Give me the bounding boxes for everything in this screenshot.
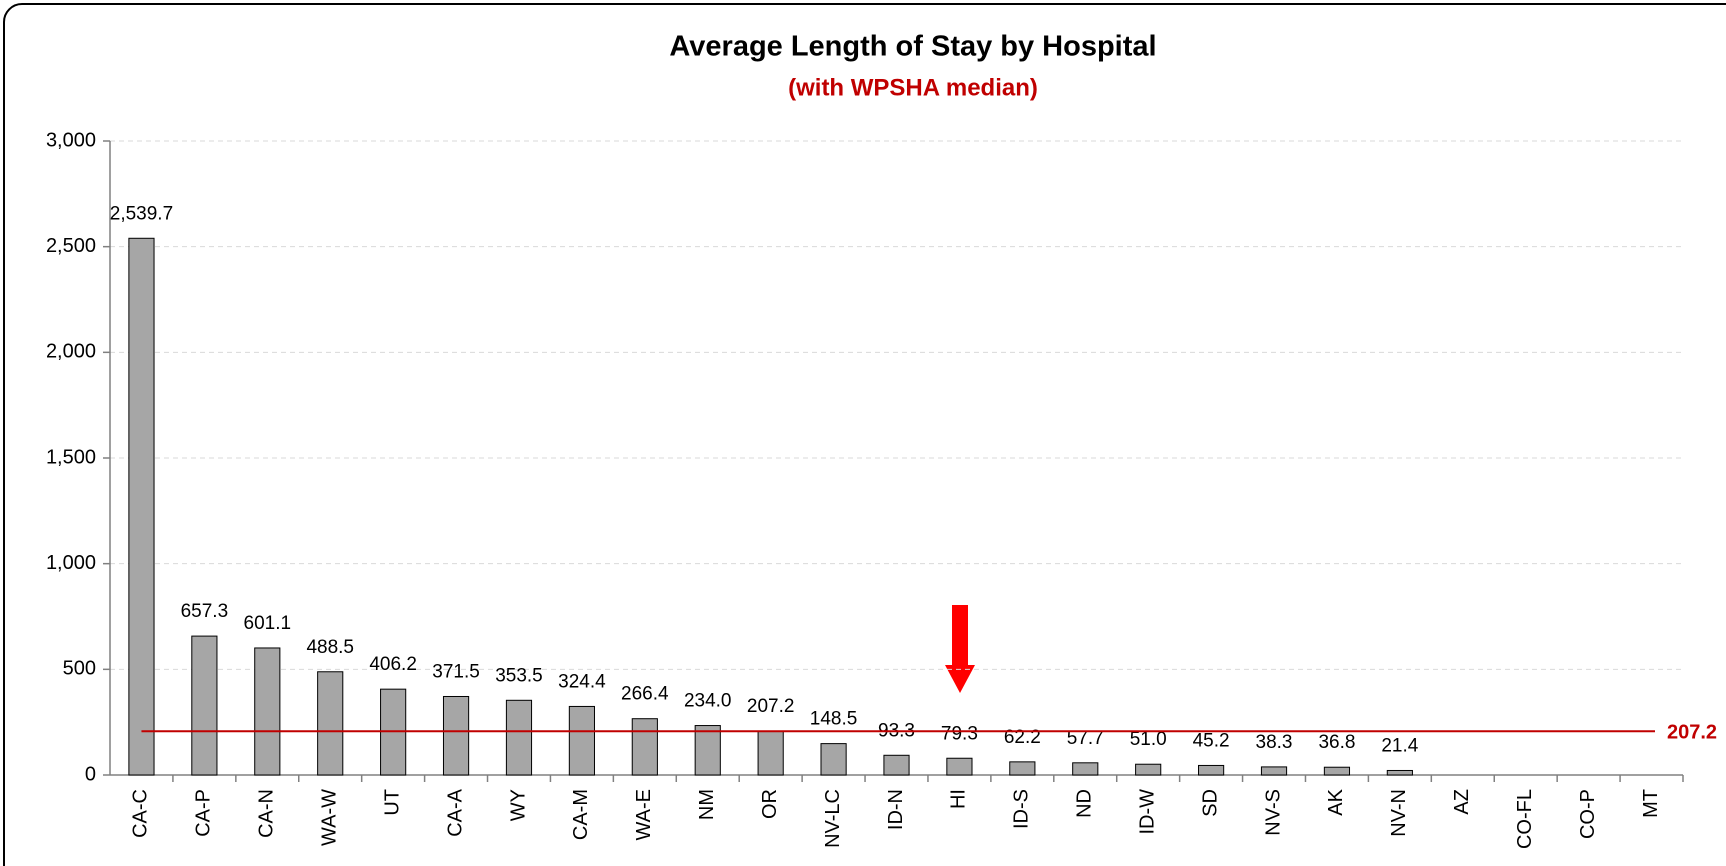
x-tick-label: CA-C [130,789,152,838]
bar [128,237,155,776]
chart-title: Average Length of Stay by Hospital [669,31,1156,63]
x-tick-label: SD [1199,789,1221,817]
bar [946,757,973,776]
bar [1323,766,1351,776]
x-tick-label: NV-S [1262,789,1284,836]
x-tick-label: AK [1325,788,1347,815]
bar [694,725,721,776]
x-tick-label: ID-S [1011,789,1033,829]
value-label: 21.4 [1381,735,1418,756]
value-label: 371.5 [432,662,480,683]
x-tick-label: MT [1640,789,1662,818]
x-tick-label: ND [1074,789,1096,818]
y-tick-label: 1,000 [46,552,96,574]
value-label: 266.4 [621,684,669,705]
value-label: 148.5 [810,709,858,730]
x-tick-label: WY [507,789,529,821]
value-label: 601.1 [244,613,292,634]
value-label: 38.3 [1256,732,1293,753]
x-tick-label: WA-W [319,789,341,846]
x-tick-label: CO-P [1577,789,1599,839]
bar [1198,764,1225,776]
y-tick-label: 1,500 [46,446,96,468]
value-label: 488.5 [306,637,354,658]
value-label: 657.3 [181,601,229,622]
bar [1072,762,1099,776]
value-label: 62.2 [1004,727,1041,748]
value-label: 45.2 [1193,730,1230,751]
x-tick-label: CA-A [444,788,466,836]
x-tick-label: CA-N [256,789,278,838]
bar [568,705,595,776]
bar [505,699,533,776]
bar [631,718,658,776]
bar [317,671,344,776]
x-tick-label: ID-N [885,789,907,830]
value-label: 36.8 [1318,732,1355,753]
bar [820,743,847,776]
bar [1386,769,1413,776]
y-tick-label: 500 [63,658,96,680]
value-label: 234.0 [684,691,732,712]
bar [1009,761,1036,776]
y-tick-label: 0 [85,763,96,785]
value-label: 57.7 [1067,728,1104,749]
highlight-arrow [945,605,975,693]
bar [1260,766,1288,776]
value-label: 324.4 [558,671,606,692]
value-label: 207.2 [747,696,795,717]
y-tick-label: 3,000 [46,129,96,151]
x-tick-label: NV-LC [822,789,844,848]
x-tick-label: CA-M [570,789,592,840]
chart-subtitle: (with WPSHA median) [788,74,1038,101]
x-tick-label: NM [696,789,718,820]
x-tick-label: ID-W [1136,789,1158,835]
median-label: 207.2 [1667,721,1717,743]
x-tick-label: NV-N [1388,789,1410,837]
value-label: 353.5 [495,665,543,686]
bar [883,754,910,776]
value-label: 51.0 [1130,729,1167,750]
x-tick-label: WA-E [633,789,655,840]
x-tick-label: CO-FL [1514,789,1536,849]
x-tick-label: UT [381,789,403,816]
bar [254,647,281,776]
bar [442,695,470,776]
bar [757,730,784,776]
x-tick-label: OR [759,789,781,819]
value-label: 406.2 [369,654,417,675]
y-tick-label: 2,500 [46,235,96,257]
value-label: 79.3 [941,723,978,744]
x-tick-label: CA-P [193,789,215,837]
bar [191,635,218,776]
x-tick-label: HI [948,789,970,809]
y-tick-label: 2,000 [46,341,96,363]
chart-border [3,3,1726,866]
value-label: 2,539.7 [110,203,173,224]
x-tick-label: AZ [1451,789,1473,815]
bar [1135,763,1162,776]
